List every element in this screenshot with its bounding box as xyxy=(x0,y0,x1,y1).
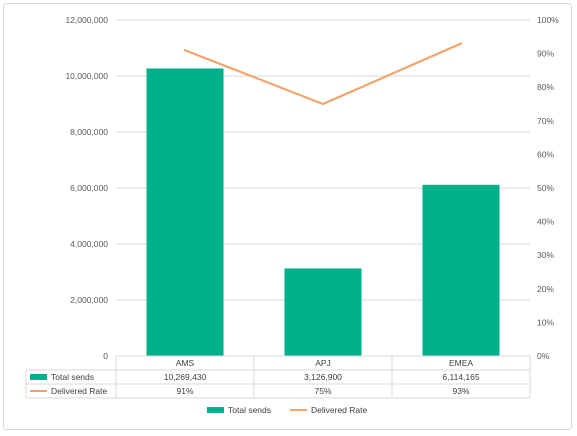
y-right-tick-label: 70% xyxy=(537,116,554,126)
y-left-tick-label: 2,000,000 xyxy=(70,295,108,305)
category-label: EMEA xyxy=(449,358,473,368)
table-cell-delivered-rate: 93% xyxy=(452,386,469,396)
y-left-tick-label: 8,000,000 xyxy=(70,127,108,137)
table-cell-delivered-rate: 75% xyxy=(314,386,331,396)
y-right-tick-label: 50% xyxy=(537,183,554,193)
y-right-tick-label: 90% xyxy=(537,49,554,59)
y-right-tick-label: 0% xyxy=(537,351,550,361)
table-cell-total-sends: 10,269,430 xyxy=(164,372,207,382)
category-label: AMS xyxy=(176,358,195,368)
chart-frame xyxy=(3,3,572,430)
y-right-tick-label: 60% xyxy=(537,149,554,159)
table-row-label: Delivered Rate xyxy=(51,386,107,396)
category-label: APJ xyxy=(315,358,331,368)
y-right-tick-label: 100% xyxy=(537,15,559,25)
legend-label: Delivered Rate xyxy=(311,405,367,415)
y-right-tick-label: 10% xyxy=(537,317,554,327)
y-right-tick-label: 80% xyxy=(537,82,554,92)
bar-ams xyxy=(146,68,224,356)
y-right-tick-label: 30% xyxy=(537,250,554,260)
y-left-tick-label: 12,000,000 xyxy=(65,15,108,25)
y-left-tick-label: 0 xyxy=(103,351,108,361)
legend-label: Total sends xyxy=(228,405,271,415)
table-cell-total-sends: 6,114,165 xyxy=(442,372,479,382)
table-row-label: Total sends xyxy=(51,372,94,382)
y-left-tick-label: 4,000,000 xyxy=(70,239,108,249)
table-cell-total-sends: 3,126,900 xyxy=(304,372,342,382)
bar-emea xyxy=(422,184,500,356)
table-key-total-sends xyxy=(30,374,47,380)
bar-apj xyxy=(284,268,362,356)
delivered-rate-line xyxy=(183,42,463,106)
table-cell-delivered-rate: 91% xyxy=(176,386,193,396)
y-right-tick-label: 40% xyxy=(537,217,554,227)
y-left-tick-label: 10,000,000 xyxy=(65,71,108,81)
y-left-tick-label: 6,000,000 xyxy=(70,183,108,193)
legend-key-total-sends xyxy=(207,407,224,413)
y-right-tick-label: 20% xyxy=(537,284,554,294)
